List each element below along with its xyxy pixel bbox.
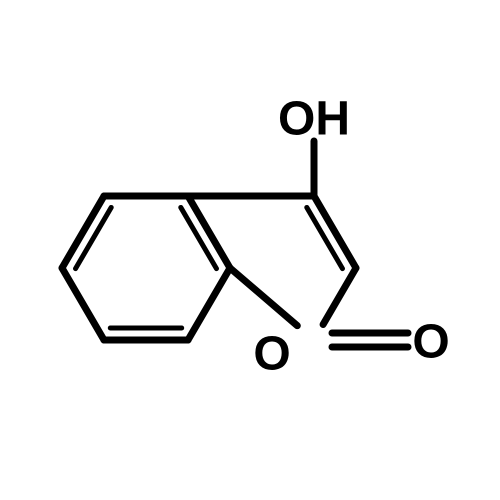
bond: [323, 268, 356, 324]
chemical-structure-canvas: OH O O: [0, 0, 500, 500]
atom-label: O: [412, 315, 449, 370]
bonds-layer: [0, 0, 500, 500]
bond: [188, 268, 230, 340]
bond: [230, 268, 297, 326]
atom-label: O: [253, 327, 290, 382]
atom-label: OH: [278, 92, 350, 147]
bond: [62, 268, 104, 340]
